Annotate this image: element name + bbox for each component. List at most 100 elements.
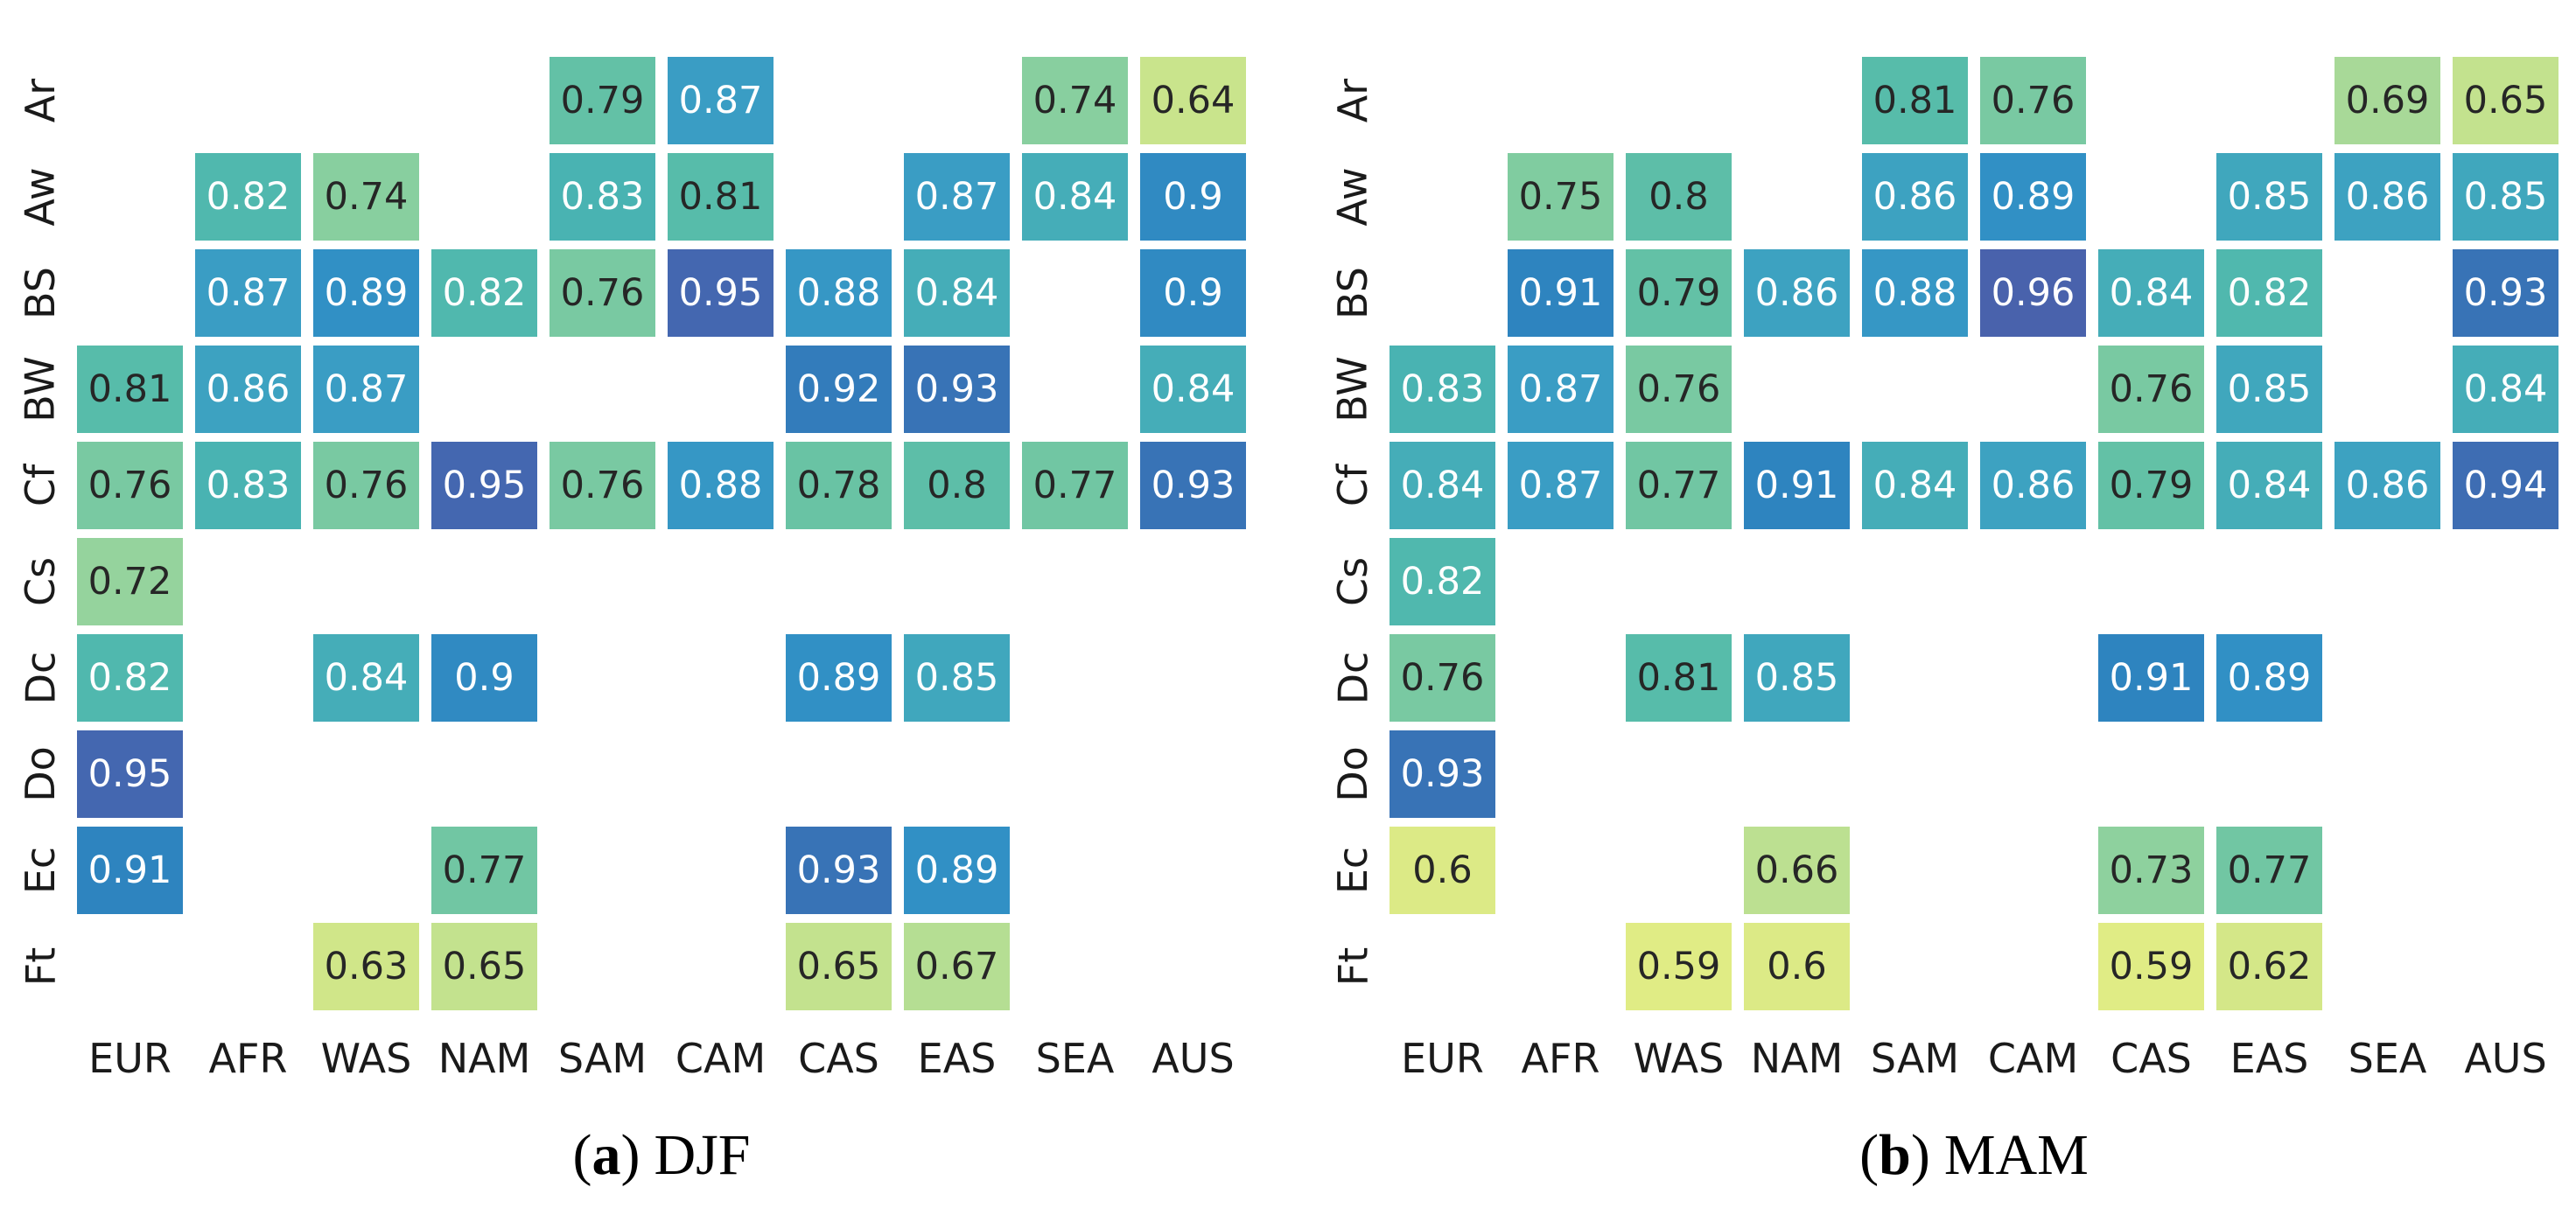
empty-cell [1022, 538, 1128, 625]
empty-cell [1980, 923, 2086, 1010]
heatmap-cell: 0.79 [550, 57, 655, 144]
heatmap-grid: 0.81 0.76 0.69 0.65 0.75 0.8 0.86 0.89 0.85 0.86 0… [1390, 57, 2558, 1010]
empty-cell [1980, 538, 2086, 625]
empty-cell [1508, 538, 1614, 625]
column-label-was: WAS [1633, 1035, 1725, 1082]
heatmap-cell: 0.89 [904, 827, 1010, 914]
empty-cell [2334, 249, 2440, 337]
heatmap-cell: 0.86 [2334, 153, 2440, 241]
heatmap-cell: 0.76 [1626, 346, 1732, 433]
empty-cell [550, 346, 655, 433]
empty-cell [786, 57, 892, 144]
row-label-aw: Aw [1329, 167, 1377, 227]
heatmap-cell: 0.67 [904, 923, 1010, 1010]
row-label-dc: Dc [17, 651, 64, 705]
empty-cell [1390, 153, 1495, 241]
heatmap-cell: 0.62 [2216, 923, 2322, 1010]
column-label-eur: EUR [88, 1035, 172, 1082]
heatmap-cell: 0.6 [1390, 827, 1495, 914]
row-label-ft: Ft [1329, 946, 1376, 987]
row-labels: Ar Aw BS BW Cf Cs Dc Do Ec Ft [14, 57, 66, 1010]
empty-cell [1862, 730, 1968, 818]
row-label-cs: Cs [1329, 556, 1376, 607]
heatmap-cell: 0.75 [1508, 153, 1614, 241]
empty-cell [2453, 634, 2558, 722]
heatmap-cell: 0.84 [2098, 249, 2204, 337]
heatmap-cell: 0.85 [904, 634, 1010, 722]
empty-cell [195, 730, 301, 818]
heatmap-cell: 0.95 [77, 730, 183, 818]
heatmap-cell: 0.93 [786, 827, 892, 914]
heatmap-cell: 0.72 [77, 538, 183, 625]
heatmap-cell: 0.86 [1744, 249, 1850, 337]
heatmap-cell: 0.83 [1390, 346, 1495, 433]
heatmap-cell: 0.85 [2216, 346, 2322, 433]
heatmap-cell: 0.81 [1862, 57, 1968, 144]
heatmap-cell: 0.76 [1390, 634, 1495, 722]
heatmap-cell: 0.88 [668, 442, 774, 529]
caption-open-paren: ( [572, 1123, 592, 1187]
heatmap-cell: 0.95 [668, 249, 774, 337]
row-label-cf: Cf [1328, 464, 1376, 507]
heatmap-cell: 0.84 [313, 634, 419, 722]
heatmap-cell: 0.85 [1744, 634, 1850, 722]
panel-caption: (b) MAM [1390, 1122, 2558, 1189]
empty-cell [550, 827, 655, 914]
heatmap-cell: 0.93 [904, 346, 1010, 433]
caption-season: DJF [654, 1123, 751, 1187]
heatmap-cell: 0.91 [1744, 442, 1850, 529]
caption-letter: a [592, 1123, 621, 1187]
row-label-ec: Ec [16, 846, 64, 895]
empty-cell [2453, 827, 2558, 914]
heatmap-cell: 0.86 [2334, 442, 2440, 529]
heatmap-cell: 0.84 [2216, 442, 2322, 529]
column-label-sam: SAM [1870, 1035, 1960, 1082]
column-label-sea: SEA [1035, 1035, 1115, 1082]
heatmap-cell: 0.77 [1022, 442, 1128, 529]
column-label-cam: CAM [1987, 1035, 2079, 1082]
heatmap-cell: 0.87 [1508, 442, 1614, 529]
empty-cell [77, 249, 183, 337]
heatmap-cell: 0.82 [431, 249, 537, 337]
empty-cell [550, 923, 655, 1010]
heatmap-cell: 0.86 [1862, 153, 1968, 241]
heatmap-cell: 0.66 [1744, 827, 1850, 914]
heatmap-cell: 0.93 [2453, 249, 2558, 337]
heatmap-cell: 0.92 [786, 346, 892, 433]
empty-cell [2453, 923, 2558, 1010]
caption-letter: b [1879, 1123, 1911, 1187]
empty-cell [313, 827, 419, 914]
empty-cell [1862, 634, 1968, 722]
caption-open-paren: ( [1859, 1123, 1880, 1187]
empty-cell [1140, 538, 1246, 625]
heatmap-cell: 0.82 [2216, 249, 2322, 337]
empty-cell [1980, 346, 2086, 433]
heatmap-cell: 0.84 [904, 249, 1010, 337]
heatmap-cell: 0.82 [77, 634, 183, 722]
empty-cell [1022, 827, 1128, 914]
caption-season: MAM [1943, 1123, 2089, 1187]
empty-cell [904, 57, 1010, 144]
empty-cell [1140, 634, 1246, 722]
empty-cell [1862, 923, 1968, 1010]
heatmap-cell: 0.8 [904, 442, 1010, 529]
empty-cell [786, 730, 892, 818]
empty-cell [1744, 153, 1850, 241]
heatmap-cell: 0.87 [904, 153, 1010, 241]
empty-cell [2334, 730, 2440, 818]
empty-cell [1980, 730, 2086, 818]
heatmap-cell: 0.82 [1390, 538, 1495, 625]
row-label-bw: BW [17, 356, 64, 422]
empty-cell [313, 538, 419, 625]
empty-cell [1862, 346, 1968, 433]
row-label-ar: Ar [16, 78, 64, 123]
row-label-do: Do [17, 746, 65, 802]
heatmap-cell: 0.88 [786, 249, 892, 337]
row-label-dc: Dc [1329, 651, 1376, 705]
heatmap-grid: 0.79 0.87 0.74 0.64 0.82 0.74 0.83 0.81 0.87 0.84… [77, 57, 1246, 1010]
empty-cell [313, 57, 419, 144]
empty-cell [2098, 57, 2204, 144]
column-label-aus: AUS [1152, 1035, 1235, 1082]
empty-cell [431, 538, 537, 625]
empty-cell [1390, 57, 1495, 144]
